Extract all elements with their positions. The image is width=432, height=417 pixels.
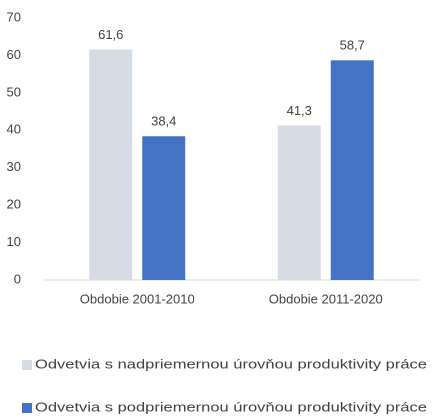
- value-label: 38,4: [151, 114, 176, 129]
- y-tick-label: 50: [7, 84, 21, 99]
- legend-label: Odvetvia s nadpriemernou úrovňou produkt…: [35, 356, 427, 371]
- y-tick-label: 20: [7, 197, 21, 212]
- bar: [89, 49, 133, 280]
- legend-swatch: [22, 403, 32, 413]
- legend-swatch: [22, 360, 32, 370]
- y-tick-label: 40: [7, 122, 21, 137]
- y-tick-label: 30: [7, 159, 21, 174]
- legend-label: Odvetvia s podpriemernou úrovňou produkt…: [35, 399, 427, 414]
- y-tick-label: 10: [7, 234, 21, 249]
- bar: [142, 136, 186, 280]
- value-label: 58,7: [340, 38, 365, 53]
- x-tick-label: Obdobie 2011-2020: [269, 291, 383, 306]
- bar: [277, 125, 321, 280]
- bar: [330, 60, 374, 281]
- value-label: 61,6: [98, 27, 123, 42]
- y-tick-label: 0: [14, 271, 21, 286]
- y-tick-label: 60: [7, 47, 21, 62]
- x-tick-label: Obdobie 2001-2010: [80, 291, 195, 306]
- value-label: 41,3: [287, 103, 312, 118]
- y-tick-label: 70: [7, 9, 21, 24]
